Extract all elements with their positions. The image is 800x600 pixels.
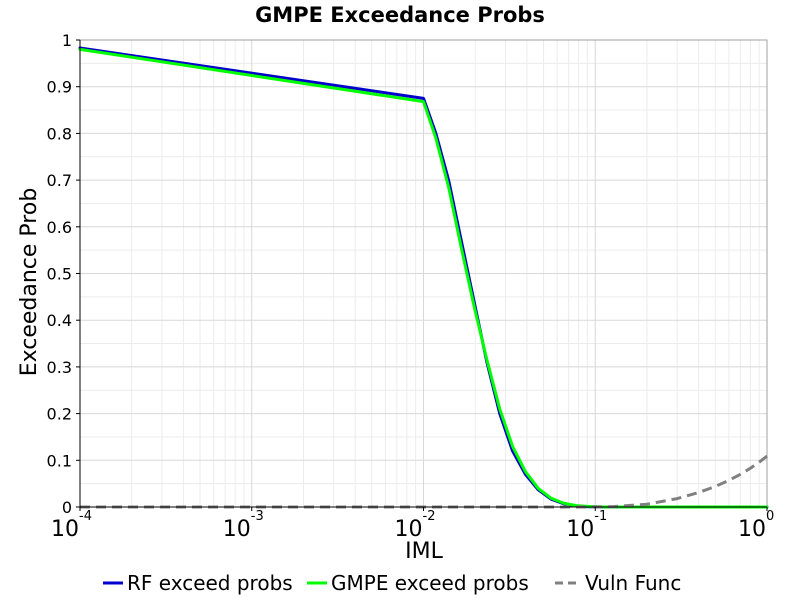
x-tick-label: 10 xyxy=(738,517,766,542)
chart-title: GMPE Exceedance Probs xyxy=(255,3,545,27)
y-tick-label: 0.7 xyxy=(47,171,72,190)
x-tick-label: 10 xyxy=(51,517,79,542)
y-axis-label: Exceedance Prob xyxy=(17,188,42,377)
legend: RF exceed probs GMPE exceed probs Vuln F… xyxy=(103,571,681,595)
y-tick-label: 0.2 xyxy=(47,405,72,424)
x-tick-label: 10 xyxy=(566,517,594,542)
y-tick-label: 0.5 xyxy=(47,265,72,284)
x-axis-label: IML xyxy=(405,539,443,564)
y-tick-labels: 0 0.1 0.2 0.3 0.4 0.5 0.6 0.7 0.8 0.9 1 xyxy=(47,31,80,517)
y-tick-label: 0.6 xyxy=(47,218,72,237)
x-tick-exponent: -3 xyxy=(251,509,264,524)
y-tick-label: 0.3 xyxy=(47,358,72,377)
y-tick-label: 0.8 xyxy=(47,124,72,143)
y-tick-label: 0.1 xyxy=(47,451,72,470)
legend-label-rf-exceed-probs: RF exceed probs xyxy=(127,571,293,595)
x-tick-label: 10 xyxy=(223,517,251,542)
legend-label-vuln-func: Vuln Func xyxy=(585,571,681,595)
x-tick-exponent: 0 xyxy=(766,509,774,524)
x-tick-exponent: -2 xyxy=(423,509,436,524)
y-tick-label: 0.4 xyxy=(47,311,72,330)
x-tick-label: 10 xyxy=(395,517,423,542)
y-tick-label: 0 xyxy=(62,498,72,517)
y-tick-label: 0.9 xyxy=(47,78,72,97)
x-tick-exponent: -4 xyxy=(79,509,92,524)
legend-label-gmpe-exceed-probs: GMPE exceed probs xyxy=(331,571,529,595)
x-tick-exponent: -1 xyxy=(594,509,607,524)
y-tick-label: 1 xyxy=(62,31,72,50)
